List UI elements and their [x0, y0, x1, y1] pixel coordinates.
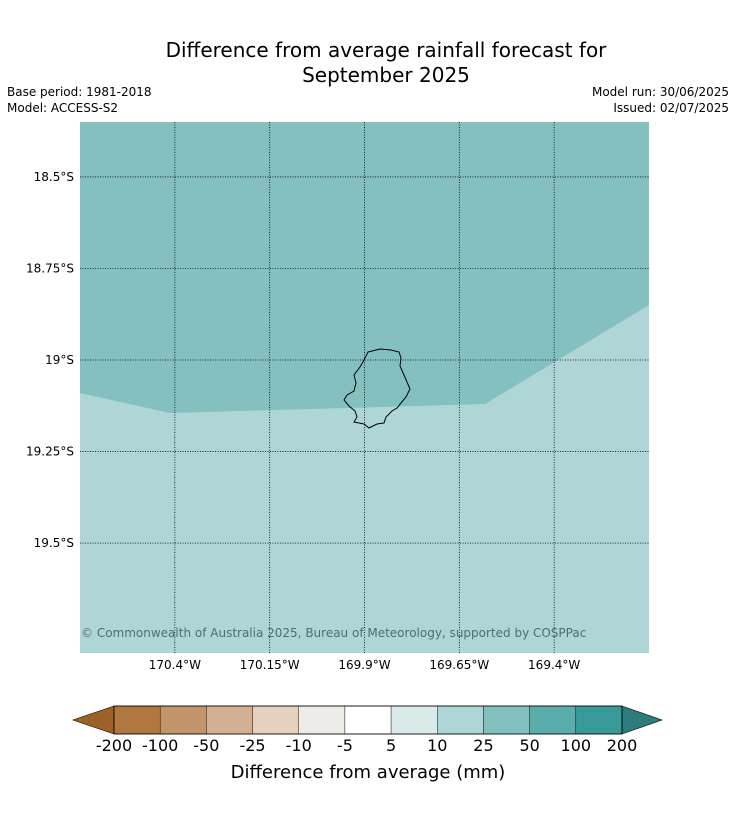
colorbar-tick-label: -5: [337, 736, 353, 755]
model-run: Model run: 30/06/2025: [591, 85, 729, 99]
copyright-notice: © Commonwealth of Australia 2025, Bureau…: [81, 626, 586, 640]
longitude-label: 170.4°W: [149, 658, 201, 672]
longitude-label: 170.15°W: [240, 658, 300, 672]
colorbar-cell: [390, 705, 438, 735]
colorbar-tick-label: 50: [519, 736, 539, 755]
colorbar-extend-high: [621, 705, 663, 735]
colorbar-extend-low: [72, 705, 115, 735]
colorbar-title: Difference from average (mm): [231, 762, 506, 783]
colorbar-outline: [113, 705, 623, 735]
colorbar-cell: [252, 705, 299, 735]
colorbar-cell: [483, 705, 530, 735]
colorbar: -200 -100 -50 -25 -10 -5 5 10 25 50 100 200 Differe…: [72, 705, 663, 783]
latitude-label: 19.5°S: [34, 536, 74, 550]
meta-left: Base period: 1981-2018 Model: ACCESS-S2: [7, 84, 152, 116]
colorbar-tick-label: 10: [427, 736, 447, 755]
colorbar-tick-label: 25: [473, 736, 493, 755]
colorbar-tick-label: -100: [142, 736, 178, 755]
base-period: Base period: 1981-2018: [7, 85, 152, 99]
colorbar-cell: [344, 705, 392, 735]
colorbar-tick-label: -25: [239, 736, 265, 755]
graticule: [80, 122, 649, 653]
map-title: Difference from average rainfall forecas…: [0, 38, 736, 88]
longitude-label: 169.9°W: [338, 658, 390, 672]
forecast-region-south: [80, 305, 649, 653]
colorbar-tick-label: -10: [286, 736, 312, 755]
map-panel: 18.5°S18.75°S19°S19.25°S19.5°S 170.4°W 17…: [26, 122, 649, 672]
issued-date: Issued: 02/07/2025: [613, 101, 729, 115]
colorbar-tick-label: -50: [193, 736, 219, 755]
niue-coastline: [343, 348, 411, 429]
map-title-line-2: September 2025: [302, 63, 470, 87]
latitude-label: 19.25°S: [26, 445, 74, 459]
model-name: Model: ACCESS-S2: [7, 101, 119, 115]
colorbar-tick-label: 5: [386, 736, 396, 755]
latitude-label: 19°S: [45, 353, 74, 367]
colorbar-tick-label: -200: [96, 736, 132, 755]
colorbar-cell: [206, 705, 253, 735]
latitude-label: 18.5°S: [34, 170, 74, 184]
longitude-labels: 170.4°W 170.15°W 169.9°W 169.65°W 169.4°W: [149, 658, 581, 672]
colorbar-tick-label: 100: [561, 736, 592, 755]
colorbar-cell: [437, 705, 484, 735]
meta-right: Model run: 30/06/2025 Issued: 02/07/2025: [592, 84, 729, 116]
latitude-labels: 18.5°S 18.75°S 19°S 19.25°S 19.5°S: [26, 170, 74, 550]
longitude-label: 169.65°W: [429, 658, 489, 672]
colorbar-cell: [529, 705, 577, 735]
colorbar-tick-labels: -200 -100 -50 -25 -10 -5 5 10 25 50 100 200: [96, 736, 637, 755]
colorbar-cell: [298, 705, 346, 735]
map-title-line-1: Difference from average rainfall forecas…: [165, 38, 607, 62]
colorbar-cells: [72, 705, 663, 735]
colorbar-cell: [575, 705, 623, 735]
colorbar-cell: [113, 705, 161, 735]
colorbar-cell: [159, 705, 207, 735]
longitude-label: 169.4°W: [528, 658, 580, 672]
latitude-label: 18.75°S: [26, 261, 74, 275]
colorbar-tick-label: 200: [607, 736, 638, 755]
